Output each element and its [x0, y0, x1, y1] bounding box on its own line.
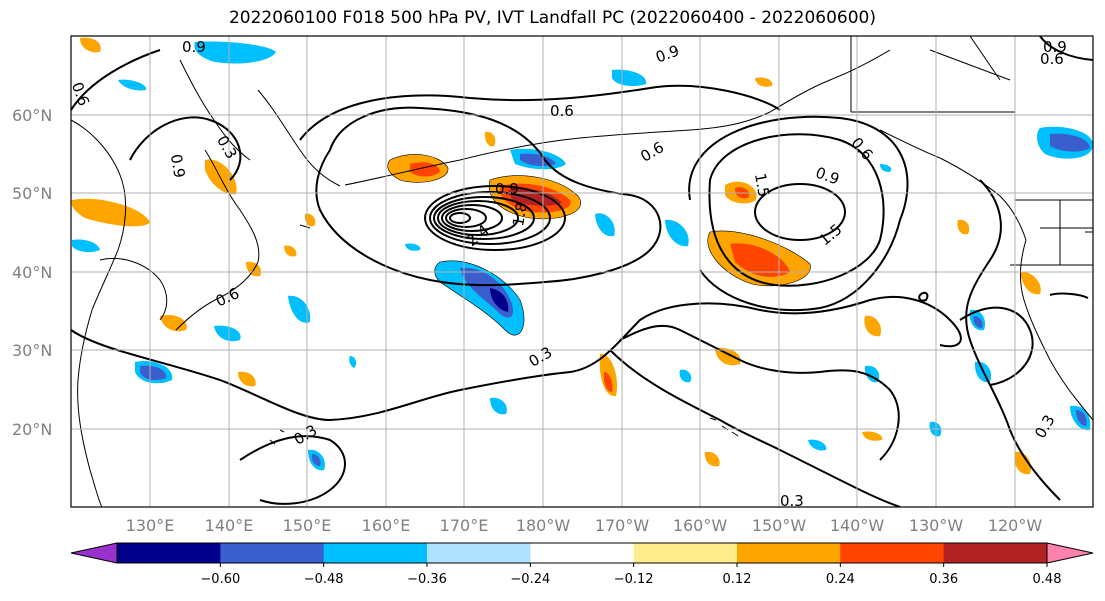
- colorbar: −0.60 −0.48 −0.36 −0.24 −0.12 0.12 0.24 0.36 0.4…: [70, 542, 1094, 587]
- shading-outlines: [387, 154, 811, 336]
- colorbar-tick-label: −0.60: [200, 572, 240, 587]
- lon-label: 160°W: [673, 516, 728, 535]
- colorbar-tick-label: −0.48: [304, 572, 344, 587]
- lat-label: 20°N: [12, 420, 52, 439]
- colorbar-tick-label: −0.36: [407, 572, 447, 587]
- contour-label: 0.3: [780, 492, 804, 510]
- lon-label: 160°E: [362, 516, 411, 535]
- contour-label: 0.9: [495, 180, 519, 198]
- colorbar-segment: [117, 543, 221, 563]
- colorbar-tick-label: −0.24: [510, 572, 550, 587]
- map-frame: [70, 35, 1094, 508]
- contour-label: 0.6: [68, 80, 93, 109]
- contour-label: 0.6: [550, 102, 574, 120]
- graticule: [71, 36, 1093, 507]
- lat-label: 40°N: [12, 263, 52, 282]
- colorbar-extend-high: [1047, 543, 1093, 563]
- lon-label: 150°E: [283, 516, 332, 535]
- latitude-labels: 60°N 50°N 40°N 30°N 20°N: [12, 106, 52, 439]
- lat-label: 50°N: [12, 184, 52, 203]
- lon-label: 130°W: [909, 516, 964, 535]
- colorbar-segment: [943, 543, 1048, 563]
- colorbar-tick-label: 0.36: [929, 572, 958, 587]
- lon-label: 140°E: [205, 516, 254, 535]
- contour-label: 0.6: [1040, 50, 1064, 68]
- lon-label: 120°W: [988, 516, 1043, 535]
- colorbar-segment: [427, 543, 531, 563]
- colorbar-tick-label: −0.12: [614, 572, 654, 587]
- colorbar-segment: [530, 543, 635, 563]
- contour-label: 1.8: [509, 201, 531, 228]
- lon-label: 170°W: [595, 516, 650, 535]
- colorbar-tick-label: 0.12: [723, 572, 752, 587]
- lon-label: 180°W: [516, 516, 571, 535]
- pv-contours: [71, 36, 1093, 507]
- lon-label: 140°W: [830, 516, 885, 535]
- lon-label: 150°W: [752, 516, 807, 535]
- contour-label: 1.5: [751, 172, 773, 199]
- colorbar-extend-low: [71, 543, 117, 563]
- lon-label: 130°E: [126, 516, 175, 535]
- lat-label: 30°N: [12, 341, 52, 360]
- colorbar-segment: [220, 543, 325, 563]
- colorbar-segment: [737, 543, 841, 563]
- lat-label: 60°N: [12, 106, 52, 125]
- lon-label: 170°E: [440, 516, 489, 535]
- map-title: 2022060100 F018 500 hPa PV, IVT Landfall…: [228, 8, 876, 28]
- colorbar-frame: [116, 542, 1048, 564]
- colorbar-segment: [323, 543, 428, 563]
- colorbar-segment: [840, 543, 945, 563]
- contour-label: 0.9: [167, 153, 189, 180]
- contour-label: 0.9: [182, 38, 206, 56]
- colorbar-tick-label: 0.24: [826, 572, 855, 587]
- longitude-labels: 130°E 140°E 150°E 160°E 170°E 180°W 170°…: [126, 516, 1043, 535]
- contour-label: 0.9: [1043, 38, 1067, 56]
- colorbar-segment: [633, 543, 738, 563]
- colorbar-tick-label: 0.48: [1033, 572, 1062, 587]
